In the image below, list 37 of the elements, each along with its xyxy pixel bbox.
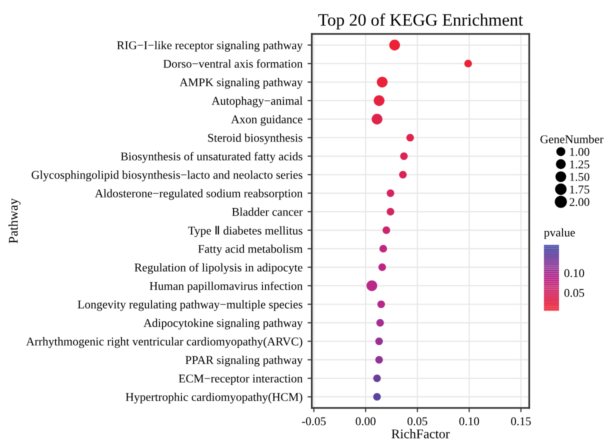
y-tick-label: Type Ⅱ diabetes mellitus [188,226,302,238]
y-tick-label: Bladder cancer [232,208,303,216]
y-tick-label: Glycosphingolipid biosynthesis−lacto and neolacto series [32,170,302,182]
legend-label: 1.25 [570,160,590,168]
color-bar-label: 0.05 [564,288,584,297]
y-tick-label: PPAR signaling pathway [185,356,303,366]
x-tick-label: -0.05 [302,417,326,426]
y-tick-label: Human papillomavirus infection [150,282,303,292]
y-tick-label: Autophagy−animal [212,96,303,108]
x-axis-title: RichFactor [392,429,450,438]
y-tick-label: Longevity regulating pathway−multiple species [78,300,302,311]
x-tick-label: 0.10 [459,417,480,426]
x-tick-label: 0.00 [356,417,376,426]
y-tick-label: Steroid biosynthesis [208,134,302,144]
legend-title: GeneNumber [540,134,604,144]
y-tick-label: Biosynthesis of unsaturated fatty acids [120,152,302,163]
y-axis-title: Pathway [8,198,20,244]
legend-label: 1.50 [570,172,590,181]
y-tick-label: AMPK signaling pathway [180,78,303,89]
y-tick-label: Dorso−ventral axis formation [163,59,303,68]
chart-title: Top 20 of KEGG Enrichment [318,13,523,30]
y-tick-label: Aldosterone−regulated sodium reabsorption [94,189,303,200]
color-bar-label: 0.10 [564,269,584,278]
y-tick-label: Hypertrophic cardiomyopathy(HCM) [126,392,302,404]
y-tick-label: RIG−I−like receptor signaling pathway [117,40,303,52]
legend-label: 2.00 [570,198,590,206]
y-tick-label: Fatty acid metabolism [198,244,303,256]
y-tick-label: ECM−receptor interaction [178,374,303,385]
y-tick-label: Axon guidance [231,115,302,126]
y-tick-label: Arrhythmogenic right ventricular cardiomyopathy(ARVC) [26,337,302,348]
legend-label: 1.00 [570,148,590,156]
x-tick-label: 0.15 [511,417,531,426]
color-bar-title: pvalue [544,228,575,239]
x-tick-label: 0.05 [408,417,428,426]
y-tick-label: Adipocytokine signaling pathway [144,318,303,330]
y-tick-label: Regulation of lipolysis in adipocyte [134,263,302,274]
legend-label: 1.75 [570,186,590,194]
